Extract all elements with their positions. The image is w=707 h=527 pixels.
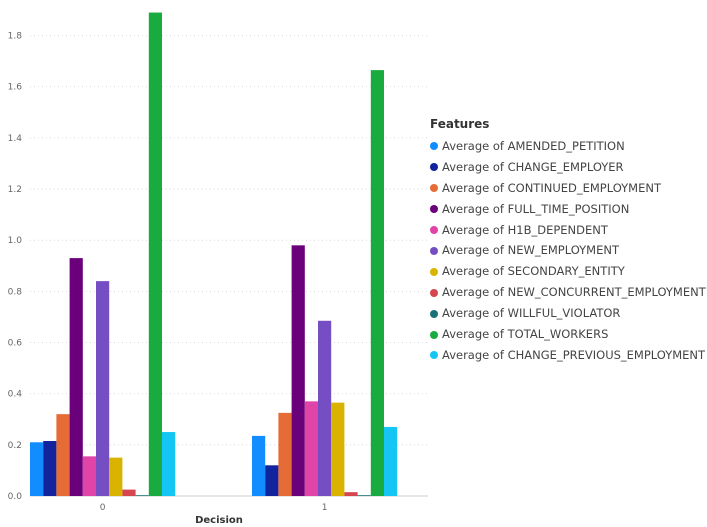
bar-average-of-new-employment-decision-1[interactable] — [318, 320, 332, 496]
y-tick-label: 0.6 — [8, 339, 23, 349]
legend-swatch — [430, 142, 438, 151]
bar-average-of-new-concurrent-employment-decision-0[interactable] — [122, 489, 136, 496]
legend-swatch — [430, 205, 438, 214]
legend-item[interactable]: Average of NEW_EMPLOYMENT — [430, 240, 706, 261]
legend-label: Average of CHANGE_PREVIOUS_EMPLOYMENT — [442, 347, 706, 362]
bar-average-of-continued-employment-decision-0[interactable] — [56, 414, 70, 496]
legend-item[interactable]: Average of NEW_CONCURRENT_EMPLOYMENT — [430, 282, 706, 303]
legend-label: Average of CONTINUED_EMPLOYMENT — [442, 180, 661, 195]
legend-item[interactable]: Average of CHANGE_EMPLOYER — [430, 157, 706, 178]
legend-swatch — [430, 184, 438, 193]
y-tick-label: 1.8 — [8, 32, 23, 42]
bars — [30, 12, 398, 497]
legend-label: Average of FULL_TIME_POSITION — [442, 201, 630, 216]
legend-label: Average of TOTAL_WORKERS — [442, 327, 609, 342]
y-tick-label: 0.4 — [8, 390, 23, 400]
y-tick-label: 1.0 — [8, 236, 23, 246]
bar-average-of-continued-employment-decision-1[interactable] — [278, 412, 292, 496]
legend-item[interactable]: Average of H1B_DEPENDENT — [430, 220, 706, 241]
legend-item[interactable]: Average of TOTAL_WORKERS — [430, 324, 706, 345]
legend-label: Average of WILLFUL_VIOLATOR — [442, 306, 621, 321]
legend-swatch — [430, 225, 438, 234]
bar-average-of-full-time-position-decision-0[interactable] — [69, 258, 83, 496]
legend-item[interactable]: Average of SECONDARY_ENTITY — [430, 261, 706, 282]
bar-average-of-total-workers-decision-0[interactable] — [148, 12, 162, 497]
legend: Features Average of AMENDED_PETITION Aver… — [430, 114, 706, 366]
legend-label: Average of NEW_EMPLOYMENT — [442, 243, 619, 258]
bar-average-of-total-workers-decision-1[interactable] — [370, 70, 384, 496]
x-tick-label: 0 — [100, 503, 106, 513]
legend-swatch — [430, 288, 438, 297]
legend-swatch — [430, 351, 438, 360]
legend-label: Average of H1B_DEPENDENT — [442, 222, 608, 237]
legend-item[interactable]: Average of CONTINUED_EMPLOYMENT — [430, 178, 706, 199]
y-tick-label: 1.2 — [8, 185, 22, 195]
legend-swatch — [430, 330, 438, 339]
legend-label: Average of NEW_CONCURRENT_EMPLOYMENT — [442, 285, 706, 300]
bar-average-of-h1b-dependent-decision-0[interactable] — [82, 456, 96, 496]
bar-average-of-secondary-entity-decision-1[interactable] — [331, 402, 345, 496]
y-tick-label: 0.2 — [8, 441, 22, 451]
bar-average-of-change-employer-decision-0[interactable] — [43, 441, 57, 496]
legend-label: Average of AMENDED_PETITION — [442, 138, 625, 153]
legend-swatch — [430, 163, 438, 172]
legend-items: Average of AMENDED_PETITION Average of CH… — [430, 136, 706, 366]
y-tick-label: 0.8 — [8, 287, 23, 297]
gridlines — [30, 35, 428, 497]
x-tick-label: 1 — [322, 503, 328, 513]
legend-item[interactable]: Average of WILLFUL_VIOLATOR — [430, 303, 706, 324]
legend-swatch — [430, 267, 438, 276]
legend-swatch — [430, 309, 438, 318]
bar-average-of-new-employment-decision-0[interactable] — [96, 281, 110, 496]
y-tick-label: 0.0 — [8, 492, 23, 502]
bar-average-of-amended-petition-decision-1[interactable] — [252, 435, 266, 496]
legend-label: Average of CHANGE_EMPLOYER — [442, 159, 624, 174]
bar-average-of-full-time-position-decision-1[interactable] — [291, 245, 305, 496]
bar-average-of-willful-violator-decision-0[interactable] — [135, 495, 149, 496]
y-tick-label: 1.6 — [8, 83, 23, 93]
legend-item[interactable]: Average of FULL_TIME_POSITION — [430, 199, 706, 220]
legend-swatch — [430, 246, 438, 255]
bar-average-of-change-employer-decision-1[interactable] — [265, 465, 279, 496]
bar-average-of-new-concurrent-employment-decision-1[interactable] — [344, 492, 358, 496]
bar-average-of-change-previous-employment-decision-0[interactable] — [162, 432, 176, 496]
x-axis-title: Decision — [195, 515, 243, 526]
legend-item[interactable]: Average of CHANGE_PREVIOUS_EMPLOYMENT — [430, 345, 706, 366]
bar-average-of-h1b-dependent-decision-1[interactable] — [304, 401, 318, 496]
bar-average-of-secondary-entity-decision-0[interactable] — [109, 457, 123, 496]
bar-average-of-change-previous-employment-decision-1[interactable] — [384, 426, 398, 496]
bar-average-of-willful-violator-decision-1[interactable] — [357, 495, 371, 496]
legend-title: Features — [430, 117, 490, 131]
bar-average-of-amended-petition-decision-0[interactable] — [30, 442, 44, 496]
y-tick-label: 1.4 — [8, 134, 23, 144]
legend-item[interactable]: Average of AMENDED_PETITION — [430, 136, 706, 157]
y-axis-ticks: 0.0 0.2 0.4 0.6 0.8 1.0 1.2 1.4 1.6 1.8 — [8, 32, 23, 502]
legend-label: Average of SECONDARY_ENTITY — [442, 264, 625, 279]
